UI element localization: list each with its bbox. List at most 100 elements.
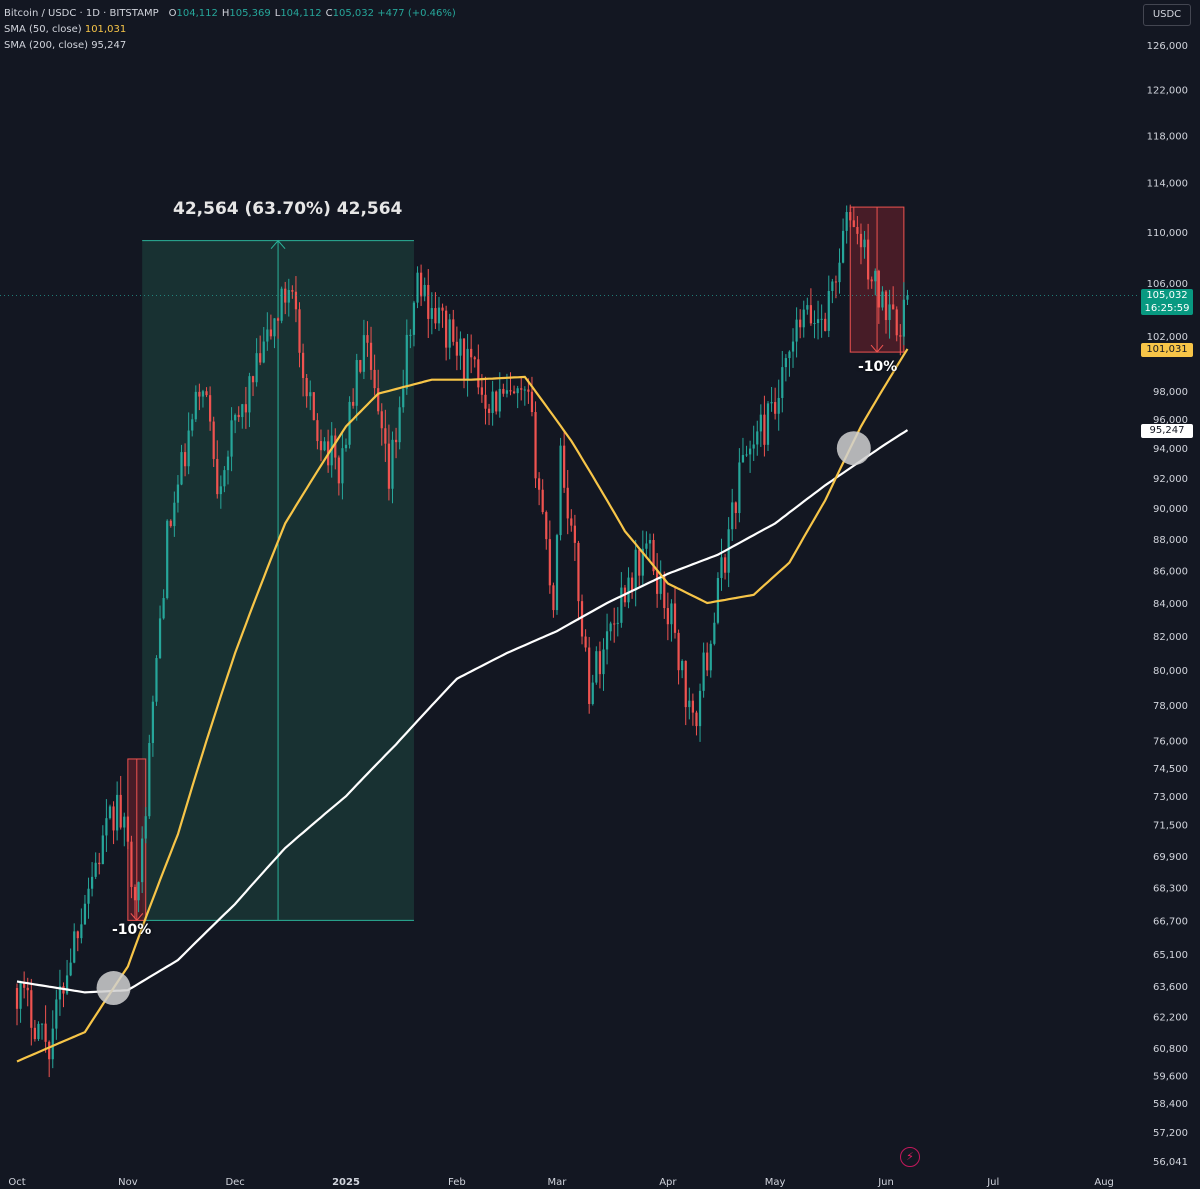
candle-body <box>366 335 369 343</box>
drop-label-nov: -10% <box>112 922 152 938</box>
candle-body <box>226 456 230 471</box>
y-tick-label: 73,000 <box>1153 792 1188 803</box>
candle-body <box>852 220 855 227</box>
candle-body <box>423 284 426 297</box>
candle-body <box>759 414 762 432</box>
y-tick-label: 88,000 <box>1153 535 1188 546</box>
candle-body <box>702 652 705 691</box>
candle-body <box>713 622 716 644</box>
candle-body <box>155 658 158 702</box>
sma200-row[interactable]: SMA (200, close) 95,247 <box>4 38 456 54</box>
candle-body <box>598 651 602 675</box>
candle-body <box>784 358 787 368</box>
candle-body <box>605 631 609 650</box>
candle-body <box>691 700 694 713</box>
y-tick-label: 114,000 <box>1147 179 1188 190</box>
candle-body <box>845 212 848 231</box>
candle-body <box>183 452 187 467</box>
candle-body <box>248 376 251 413</box>
candle-body <box>634 549 637 591</box>
cross-marker-1 <box>836 431 871 466</box>
candle-body <box>520 388 523 390</box>
candle-body <box>781 367 784 398</box>
y-tick-label: 74,500 <box>1153 764 1188 775</box>
candle-body <box>602 649 605 675</box>
candle-body <box>76 931 79 939</box>
currency-selector[interactable]: USDC <box>1143 4 1191 26</box>
candle-body <box>502 388 505 394</box>
candle-body <box>559 445 562 536</box>
candle-body <box>151 701 155 744</box>
candle-body <box>462 338 466 381</box>
candle-body <box>763 414 766 445</box>
candle-body <box>813 323 816 325</box>
candle-body <box>69 962 72 976</box>
candle-body <box>831 281 834 291</box>
candle-body <box>323 441 326 451</box>
candle-body <box>795 319 798 342</box>
candle-body <box>555 535 559 611</box>
candle-body <box>530 391 534 413</box>
y-tick-label: 90,000 <box>1153 504 1188 515</box>
candle-body <box>516 388 519 394</box>
cross-marker-0 <box>96 971 131 1006</box>
candle-body <box>849 212 852 221</box>
candle-body <box>802 309 805 328</box>
x-tick-label: Apr <box>659 1177 677 1188</box>
drop-label-may: -10% <box>858 359 898 375</box>
candle-body <box>673 603 677 633</box>
candle-body <box>341 448 344 484</box>
candle-body <box>788 351 791 359</box>
candle-body <box>291 290 294 292</box>
candle-body <box>319 441 323 451</box>
candle-body <box>487 408 491 413</box>
candle-body <box>588 647 591 704</box>
candle-body <box>452 319 455 342</box>
candle-body <box>19 981 22 1009</box>
candle-body <box>741 455 745 463</box>
candle-body <box>484 394 487 409</box>
candle-body <box>294 291 298 310</box>
candle-body <box>137 882 140 901</box>
candle-body <box>316 420 319 442</box>
candle-body <box>223 470 226 487</box>
candle-body <box>627 577 630 603</box>
y-tick-label: 122,000 <box>1147 85 1188 96</box>
sma50-badge: 101,031 <box>1141 343 1193 357</box>
candle-body <box>613 623 616 625</box>
x-tick-label: Mar <box>548 1177 568 1188</box>
measure-label: 42,564 (63.70%) 42,564 <box>173 199 403 219</box>
y-tick-label: 84,000 <box>1153 599 1188 610</box>
candle-body <box>412 302 416 335</box>
candle-body <box>377 388 380 412</box>
candle-body <box>230 420 233 457</box>
lightning-icon[interactable]: ⚡ <box>900 1147 920 1167</box>
candle-body <box>387 443 391 489</box>
symbol-label[interactable]: Bitcoin / USDC · 1D · BITSTAMP <box>4 8 159 19</box>
candle-body <box>334 435 337 458</box>
candle-body <box>770 402 773 404</box>
open-value: 104,112 <box>176 8 218 19</box>
y-tick-label: 98,000 <box>1153 387 1188 398</box>
candle-body <box>652 540 655 572</box>
candle-body <box>419 272 423 297</box>
ohlc-row: Bitcoin / USDC · 1D · BITSTAMP O104,112 H1… <box>4 6 456 22</box>
candle-body <box>105 818 108 836</box>
candle-body <box>695 712 698 727</box>
candle-body <box>430 308 433 319</box>
candle-body <box>441 307 444 311</box>
candle-body <box>119 794 122 828</box>
candle-body <box>40 1023 44 1025</box>
candle-body <box>892 304 895 310</box>
candle-body <box>337 457 340 484</box>
candle-body <box>23 981 26 988</box>
candle-body <box>706 652 709 671</box>
sma50-row[interactable]: SMA (50, close) 101,031 <box>4 22 456 38</box>
candle-body <box>538 478 541 490</box>
candle-body <box>141 838 144 883</box>
candle-body <box>595 651 598 683</box>
candle-body <box>405 334 408 389</box>
candle-body <box>369 342 373 370</box>
candle-body <box>237 414 240 418</box>
